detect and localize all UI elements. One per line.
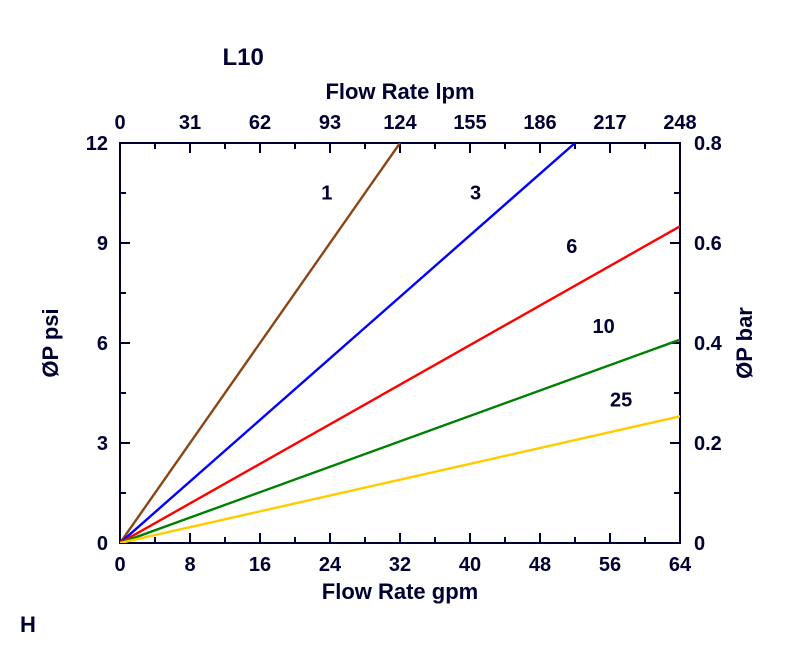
series-line-3 (120, 143, 575, 543)
series-line-10 (120, 340, 680, 543)
x-top-tick-label: 0 (114, 112, 125, 134)
y-right-tick-label: 0.6 (694, 233, 722, 255)
y-left-tick-label: 12 (86, 133, 108, 155)
series-line-25 (120, 416, 680, 543)
y-left-tick-label: 0 (97, 533, 108, 555)
y-left-tick-label: 3 (97, 433, 108, 455)
x-bottom-tick-label: 0 (114, 554, 125, 576)
series-line-1 (120, 143, 400, 543)
x-bottom-tick-label: 64 (669, 554, 692, 576)
y-left-tick-label: 9 (97, 233, 108, 255)
series-line-6 (120, 226, 680, 543)
chart-title: L10 (223, 44, 264, 71)
series-label-10: 10 (593, 316, 615, 338)
chart-container: { "canvas": { "w": 798, "h": 646 }, "plo… (0, 0, 798, 646)
x-bottom-tick-label: 16 (249, 554, 271, 576)
series-label-3: 3 (470, 183, 481, 205)
corner-label: H (20, 612, 36, 637)
series-label-6: 6 (566, 236, 577, 258)
x-bottom-tick-label: 40 (459, 554, 481, 576)
series-label-1: 1 (321, 183, 332, 205)
y-right-tick-label: 0.8 (694, 133, 722, 155)
y-left-title: ØP psi (38, 308, 63, 377)
x-bottom-tick-label: 48 (529, 554, 551, 576)
series-label-25: 25 (610, 389, 632, 411)
x-bottom-tick-label: 56 (599, 554, 621, 576)
x-top-tick-label: 124 (383, 112, 417, 134)
chart-svg: 0816243240485664Flow Rate gpm03162931241… (0, 0, 798, 646)
plot-area (120, 143, 680, 543)
x-top-tick-label: 93 (319, 112, 341, 134)
x-top-tick-label: 248 (663, 112, 696, 134)
y-right-tick-label: 0.2 (694, 433, 722, 455)
x-bottom-tick-label: 32 (389, 554, 411, 576)
x-top-title: Flow Rate lpm (325, 79, 474, 104)
y-right-tick-label: 0 (694, 533, 705, 555)
x-top-tick-label: 155 (453, 112, 486, 134)
x-bottom-title: Flow Rate gpm (322, 579, 478, 604)
y-left-tick-label: 6 (97, 333, 108, 355)
x-top-tick-label: 62 (249, 112, 271, 134)
x-bottom-tick-label: 8 (184, 554, 195, 576)
x-top-tick-label: 217 (593, 112, 626, 134)
x-bottom-tick-label: 24 (319, 554, 342, 576)
x-top-tick-label: 31 (179, 112, 201, 134)
y-right-tick-label: 0.4 (694, 333, 723, 355)
x-top-tick-label: 186 (523, 112, 556, 134)
y-right-title: ØP bar (732, 307, 757, 379)
